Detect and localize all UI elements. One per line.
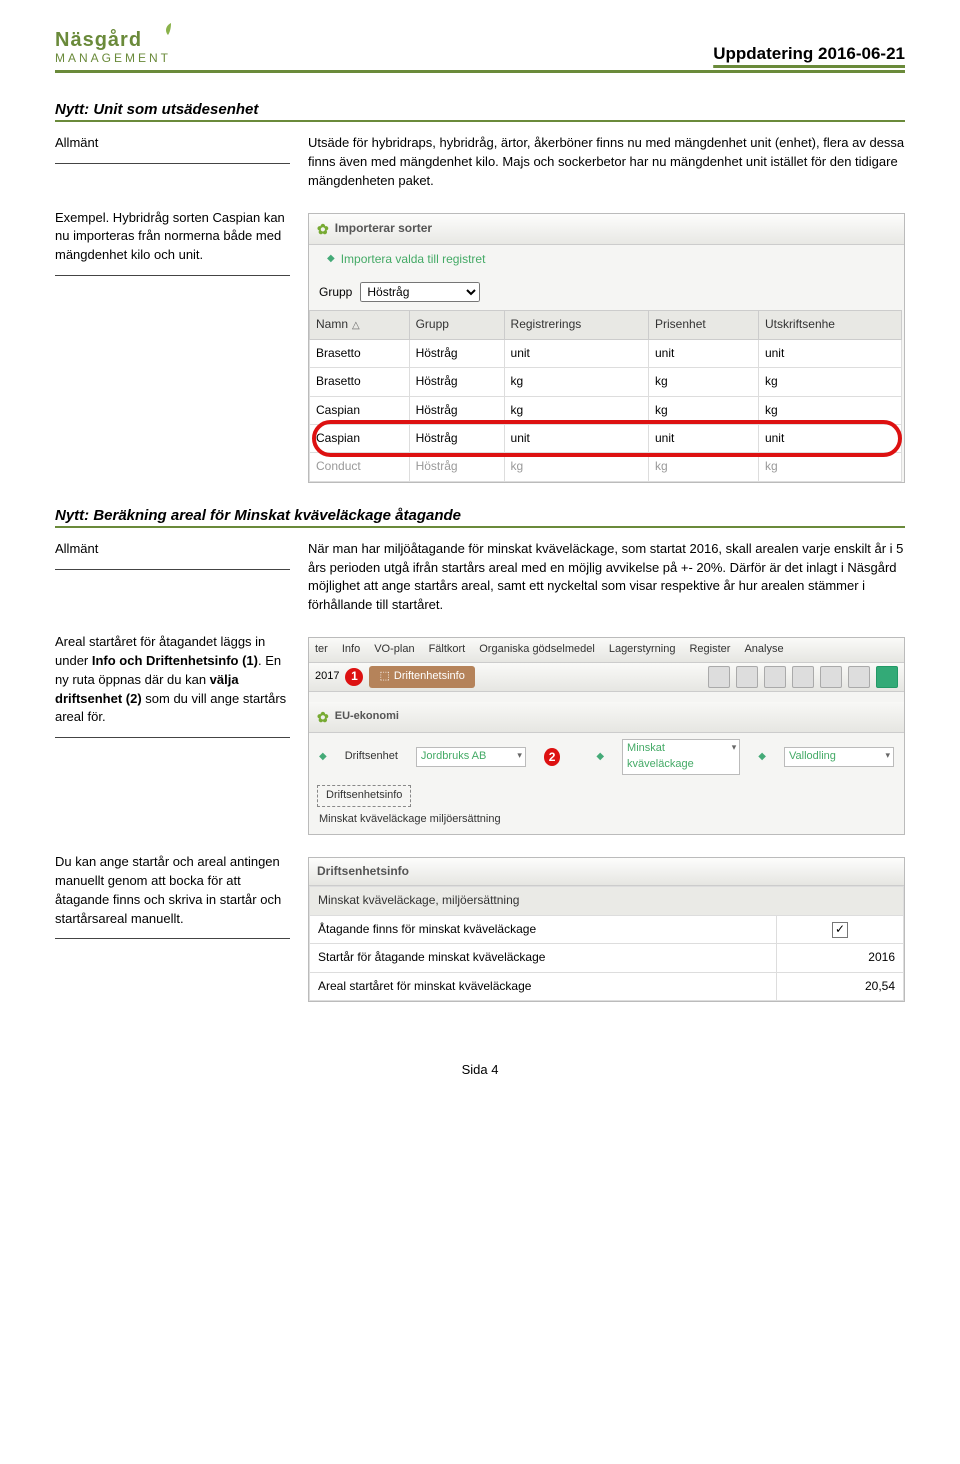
- eu-ekonomi-panel-title: ✿ EU-ekonomi: [309, 702, 904, 733]
- ss1-panel-title: ✿ Importerar sorter: [309, 214, 904, 245]
- s1-right1: Utsäde för hybridraps, hybridråg, ärtor,…: [308, 130, 905, 191]
- menu-item[interactable]: Register: [689, 642, 730, 658]
- driftsenhet-label: Driftsenhet: [345, 749, 398, 765]
- s2-left2: Areal startåret för åtagandet läggs in u…: [55, 629, 290, 738]
- grupp-label: Grupp: [319, 284, 352, 301]
- toolbar-icon[interactable]: [736, 666, 758, 688]
- s1-left2: Exempel. Hybridråg sorten Caspian kan nu…: [55, 205, 290, 277]
- menu-item[interactable]: Fältkort: [429, 642, 466, 658]
- main-menu: ter Info VO-plan Fältkort Organiska göds…: [309, 638, 904, 663]
- page-header: Näsgård MANAGEMENT Uppdatering 2016-06-2…: [55, 30, 905, 64]
- menu-item[interactable]: Lagerstyrning: [609, 642, 676, 658]
- col-reg[interactable]: Registrerings: [504, 311, 648, 340]
- marker-2: 2: [544, 748, 560, 766]
- ss1-table: Namn△ Grupp Registrerings Prisenhet Utsk…: [309, 310, 904, 481]
- minskat-select[interactable]: Minskat kväveläckage: [622, 739, 740, 775]
- toolbar-icon[interactable]: [792, 666, 814, 688]
- leaf-icon: ✿: [317, 707, 329, 727]
- menu-item[interactable]: Analyse: [744, 642, 783, 658]
- col-grupp[interactable]: Grupp: [409, 311, 504, 340]
- menu-item[interactable]: Organiska gödselmedel: [479, 642, 595, 658]
- table-row[interactable]: Startår för åtagande minskat kväveläckag…: [310, 944, 904, 972]
- marker-1: 1: [345, 668, 363, 686]
- toolbar-icon[interactable]: [764, 666, 786, 688]
- s2-left1: Allmänt: [55, 536, 290, 570]
- field-row: ◆ Driftsenhet Jordbruks AB 2 ◆ Minskat k…: [309, 733, 904, 781]
- toolbar: 2017 1 ⬚ Driftenhetsinfo: [309, 663, 904, 692]
- table-row[interactable]: ConductHöstrågkgkgkg: [310, 453, 904, 481]
- section1-heading: Nytt: Unit som utsädesenhet: [55, 101, 905, 122]
- menu-item[interactable]: Info: [342, 642, 360, 658]
- table-row-highlighted[interactable]: CaspianHöstrågunitunitunit: [310, 424, 904, 452]
- table-row[interactable]: Areal startåret för minskat kväveläckage…: [310, 972, 904, 1000]
- logo-top: Näsgård: [55, 30, 171, 50]
- ss3-table: Minskat kväveläckage, miljöersättning Åt…: [309, 886, 904, 1001]
- ss3-panel-title: Driftsenhetsinfo: [309, 858, 904, 886]
- divider: [55, 70, 905, 73]
- checkbox-atagande[interactable]: ✓: [832, 922, 848, 938]
- col-namn[interactable]: Namn△: [310, 311, 410, 340]
- toolbar-icon[interactable]: [876, 666, 898, 688]
- s2-left3: Du kan ange startår och areal antingen m…: [55, 849, 290, 939]
- leaf-icon: [161, 20, 175, 40]
- diamond-icon: ◆: [596, 750, 604, 765]
- toolbar-icon[interactable]: [708, 666, 730, 688]
- grupp-select[interactable]: Höstråg: [360, 282, 480, 302]
- driftsenhetsinfo-tab[interactable]: Driftsenhetsinfo: [317, 785, 411, 807]
- page-title: Uppdatering 2016-06-21: [713, 44, 905, 64]
- leaf-icon: ✿: [317, 219, 329, 239]
- table-row[interactable]: Åtagande finns för minskat kväveläckage …: [310, 915, 904, 943]
- page-footer: Sida 4: [55, 1062, 905, 1077]
- screenshot-import-sorter: ✿ Importerar sorter ◆ Importera valda ti…: [308, 213, 905, 483]
- table-row[interactable]: CaspianHöstrågkgkgkg: [310, 396, 904, 424]
- s1-left1: Allmänt: [55, 130, 290, 164]
- col-utskrift[interactable]: Utskriftsenhe: [758, 311, 901, 340]
- year-label: 2017: [315, 669, 339, 685]
- menu-item[interactable]: VO-plan: [374, 642, 414, 658]
- col-pris[interactable]: Prisenhet: [649, 311, 759, 340]
- logo-bottom: MANAGEMENT: [55, 52, 171, 64]
- diamond-icon: ◆: [758, 750, 766, 765]
- driftsenhet-select[interactable]: Jordbruks AB: [416, 747, 526, 767]
- section2-heading: Nytt: Beräkning areal för Minskat kvävel…: [55, 507, 905, 528]
- toolbar-icon[interactable]: [820, 666, 842, 688]
- panel-subtitle: Minskat kväveläckage miljöersättning: [309, 809, 904, 834]
- screenshot-driftsenhetsinfo-table: Driftsenhetsinfo Minskat kväveläckage, m…: [308, 857, 905, 1002]
- s2-right1: När man har miljöåtagande för minskat kv…: [308, 536, 905, 615]
- diamond-icon: ◆: [319, 750, 327, 765]
- table-row[interactable]: BrasettoHöstrågunitunitunit: [310, 339, 904, 367]
- table-row: Minskat kväveläckage, miljöersättning: [310, 887, 904, 915]
- table-row[interactable]: BrasettoHöstrågkgkgkg: [310, 368, 904, 396]
- screenshot-driftenhetsinfo-nav: ter Info VO-plan Fältkort Organiska göds…: [308, 637, 905, 835]
- diamond-icon: ◆: [327, 252, 335, 267]
- menu-item[interactable]: ter: [315, 642, 328, 658]
- info-icon: ⬚: [379, 669, 389, 685]
- toolbar-icon[interactable]: [848, 666, 870, 688]
- logo: Näsgård MANAGEMENT: [55, 30, 171, 64]
- vallodling-select[interactable]: Vallodling: [784, 747, 894, 767]
- ss1-import-link[interactable]: ◆ Importera valda till registret: [309, 245, 904, 278]
- driftenhetsinfo-button[interactable]: ⬚ Driftenhetsinfo: [369, 666, 474, 688]
